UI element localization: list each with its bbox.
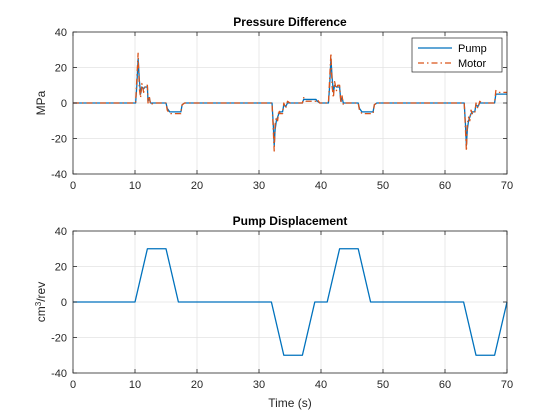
panel1-y-tick-label: 0 (61, 98, 67, 110)
panel2-x-tick-label: 50 (377, 379, 389, 391)
panel1-y-tick-label: 40 (55, 27, 67, 39)
panel1-x-tick-label: 0 (70, 180, 76, 192)
panel1-title: Pressure Difference (233, 15, 347, 29)
panel1-ylabel: MPa (34, 90, 48, 115)
panel1-legend-label-motor: Motor (458, 58, 486, 70)
panel2-y-tick-label: 20 (55, 262, 67, 274)
panel1-legend-box (411, 37, 503, 73)
panel1-y-tick-label: 20 (55, 63, 67, 75)
panel2-title: Pump Displacement (233, 214, 348, 228)
panel1-x-tick-label: 70 (501, 180, 513, 192)
panel1-x-tick-label: 30 (253, 180, 265, 192)
panel2-series-line-0 (73, 248, 508, 356)
panel2-y-tick-label: 0 (61, 297, 67, 309)
panel2-x-tick-label: 20 (191, 379, 203, 391)
panel1-legend-label-pump: Pump (458, 43, 487, 55)
panel2-ylabel: cm3/rev (34, 282, 49, 322)
panel1-y-tick-label: -40 (51, 169, 67, 181)
panel2-x-tick-label: 70 (501, 379, 513, 391)
panel2-x-tick-label: 30 (253, 379, 265, 391)
panel2-y-tick-label: 40 (55, 226, 67, 238)
panel2-x-tick-label: 40 (315, 379, 327, 391)
panel2-y-tick-label: -20 (51, 333, 67, 345)
panel1-x-tick-label: 60 (439, 180, 451, 192)
panel2-x-tick-label: 60 (439, 379, 451, 391)
panel2-xlabel: Time (s) (268, 396, 312, 410)
panel2-x-tick-label: 0 (70, 379, 76, 391)
panel1-x-tick-label: 50 (377, 180, 389, 192)
panel1-x-tick-label: 20 (191, 180, 203, 192)
panel2-x-tick-label: 10 (129, 379, 141, 391)
panel1-y-tick-label: -20 (51, 134, 67, 146)
panel1-x-tick-label: 10 (129, 180, 141, 192)
panel2-y-tick-label: -40 (51, 368, 67, 380)
panel1-x-tick-label: 40 (315, 180, 327, 192)
